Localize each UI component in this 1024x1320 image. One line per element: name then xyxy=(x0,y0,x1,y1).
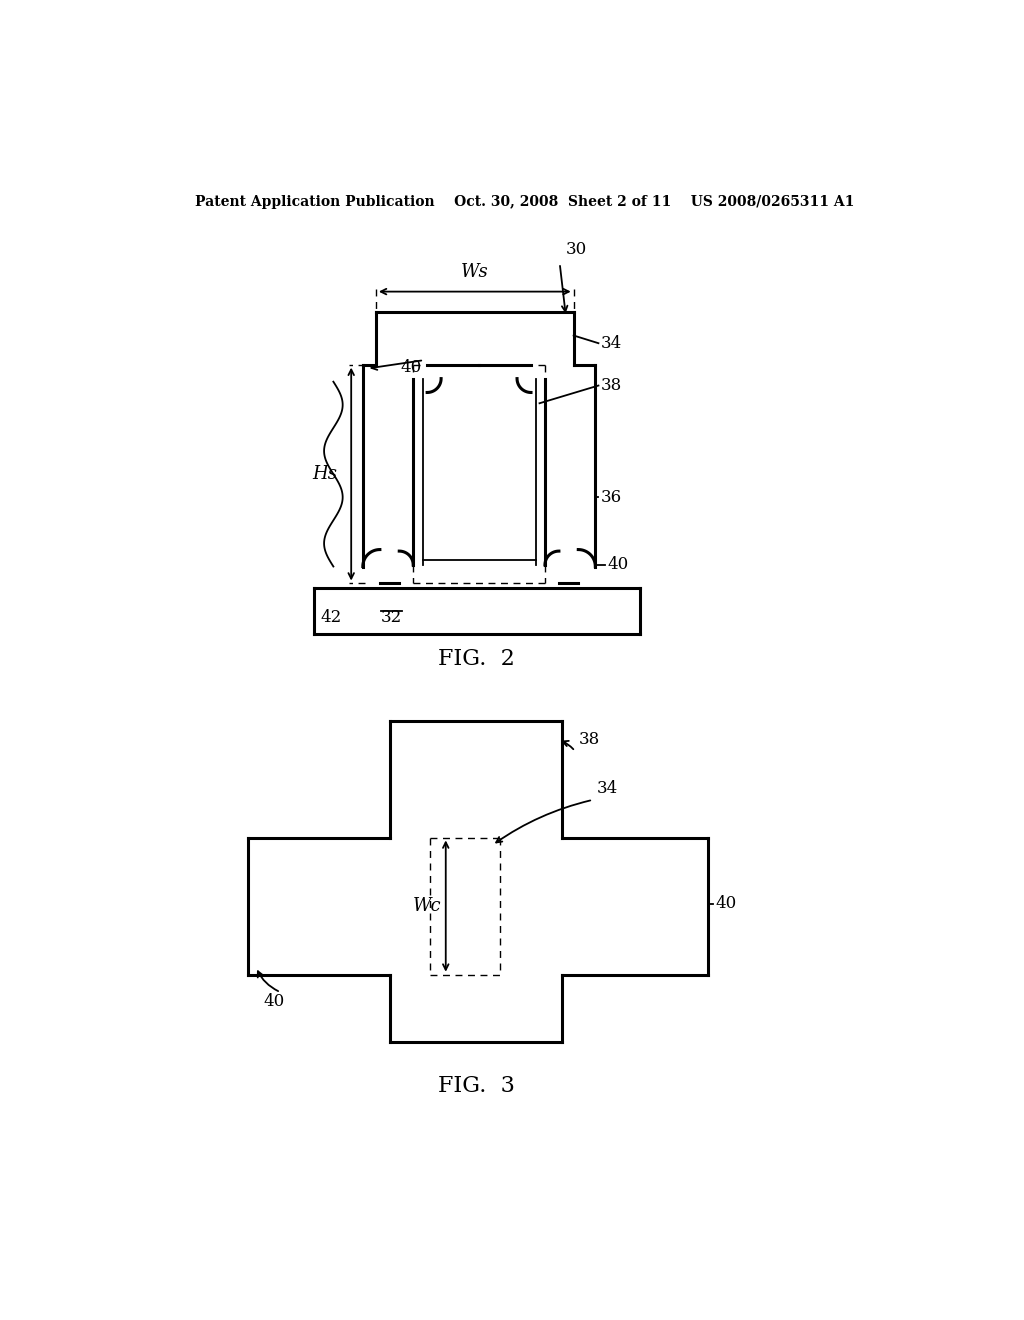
Text: 34: 34 xyxy=(597,780,618,797)
Text: 38: 38 xyxy=(601,378,622,395)
Text: 40: 40 xyxy=(263,993,285,1010)
Text: Patent Application Publication    Oct. 30, 2008  Sheet 2 of 11    US 2008/026531: Patent Application Publication Oct. 30, … xyxy=(196,195,854,210)
Text: 36: 36 xyxy=(601,488,622,506)
Text: 40: 40 xyxy=(400,359,422,376)
Text: 32: 32 xyxy=(381,609,402,626)
Text: Hs: Hs xyxy=(312,465,337,483)
Text: Wc: Wc xyxy=(414,898,442,915)
Text: 42: 42 xyxy=(321,609,341,626)
Text: 40: 40 xyxy=(716,895,736,912)
Text: 30: 30 xyxy=(566,240,587,257)
Text: 34: 34 xyxy=(601,335,622,351)
Text: 40: 40 xyxy=(607,557,628,573)
Text: FIG.  2: FIG. 2 xyxy=(438,648,515,671)
Text: FIG.  3: FIG. 3 xyxy=(438,1076,515,1097)
Text: Ws: Ws xyxy=(461,263,488,281)
Text: 38: 38 xyxy=(579,731,600,748)
